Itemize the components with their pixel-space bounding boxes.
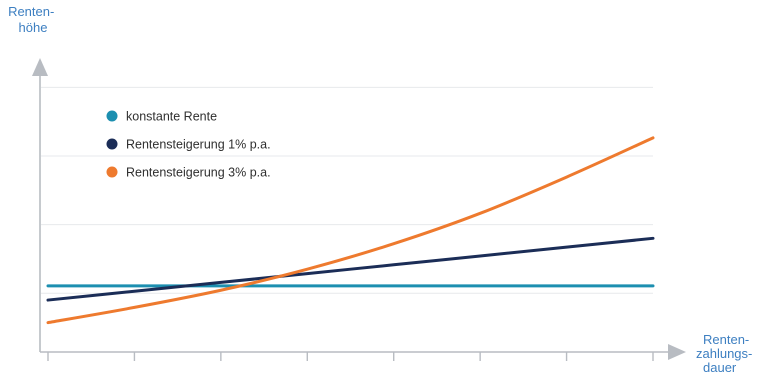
x-axis-ticks (47, 352, 654, 361)
grid-lines (41, 86, 653, 294)
legend-label-rentensteigerung-3: Rentensteigerung 3% p.a. (126, 166, 271, 180)
legend-marker-rentensteigerung-1 (106, 138, 118, 150)
legend-label-rentensteigerung-1: Rentensteigerung 1% p.a. (126, 138, 271, 152)
y-axis-label-line-2: höhe (19, 20, 48, 35)
legend-item-konstante-rente: konstante Rente (106, 110, 217, 124)
x-axis-label: Renten- zahlungs- dauer (696, 332, 756, 375)
x-axis-label-line-2: zahlungs- (696, 346, 752, 361)
x-axis-label-line-1: Renten- (703, 332, 749, 347)
y-axis-label: Renten- höhe (8, 4, 58, 35)
series-lines (46, 136, 655, 325)
x-axis-label-line-3: dauer (703, 360, 737, 375)
legend-item-rentensteigerung-1: Rentensteigerung 1% p.a. (106, 138, 271, 152)
legend-marker-konstante-rente (106, 110, 118, 122)
y-axis-arrow (32, 58, 48, 76)
series-line-rentensteigerung-1-p-a (46, 236, 655, 302)
legend-marker-rentensteigerung-3 (106, 166, 118, 178)
legend-item-rentensteigerung-3: Rentensteigerung 3% p.a. (106, 166, 271, 180)
legend: konstante Rente Rentensteigerung 1% p.a.… (106, 110, 271, 180)
series-line-rentensteigerung-3-p-a (46, 136, 655, 325)
x-axis-arrow (668, 344, 686, 360)
axes (32, 58, 686, 360)
y-axis-label-line-1: Renten- (8, 4, 54, 19)
legend-label-konstante-rente: konstante Rente (126, 110, 217, 124)
